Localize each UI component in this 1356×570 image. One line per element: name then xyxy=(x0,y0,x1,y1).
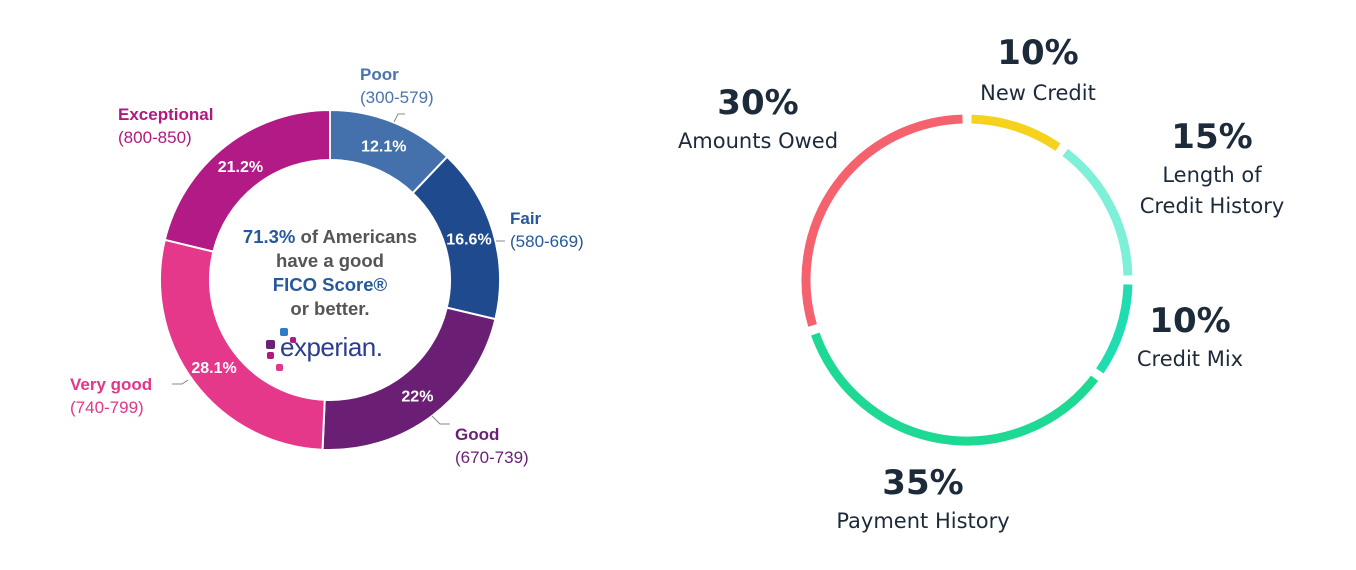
logo-dot-blue xyxy=(280,328,288,336)
factor-name-length-of-credit-history-line2: Credit History xyxy=(1140,194,1285,218)
logo-dot-purple xyxy=(266,340,275,349)
center-line4: or better. xyxy=(290,298,370,319)
slice-name-good: Good xyxy=(455,425,499,444)
logo-dot-magenta-2 xyxy=(267,352,274,359)
factor-percent-credit-mix: 10% xyxy=(1149,301,1230,341)
ring-arc-length-of-credit-history xyxy=(1062,148,1133,276)
logo-wordmark: experian. xyxy=(280,332,383,362)
factor-name-payment-history: Payment History xyxy=(836,509,1009,533)
slice-range-fair: (580-669) xyxy=(510,232,584,251)
factor-percent-length-of-credit-history: 15% xyxy=(1171,117,1252,157)
slice-name-exceptional: Exceptional xyxy=(118,105,213,124)
slice-percent-exceptional: 21.2% xyxy=(218,159,263,176)
center-line1: of Americans xyxy=(295,226,418,247)
ring-arc-new-credit xyxy=(971,114,1061,151)
factor-name-amounts-owed: Amounts Owed xyxy=(678,129,838,153)
slice-percent-very-good: 28.1% xyxy=(191,360,236,377)
slice-name-poor: Poor xyxy=(360,65,399,84)
factor-percent-new-credit: 10% xyxy=(997,33,1078,73)
donut-slice-exceptional xyxy=(163,108,331,253)
factor-name-credit-mix: Credit Mix xyxy=(1137,347,1243,371)
center-line3: FICO Score® xyxy=(272,274,388,295)
factor-percent-payment-history: 35% xyxy=(882,463,963,503)
factor-name-new-credit: New Credit xyxy=(980,81,1096,105)
slice-name-very-good: Very good xyxy=(70,375,152,394)
center-line2: have a good xyxy=(276,250,384,271)
logo-dot-magenta xyxy=(290,337,296,343)
center-highlight: 71.3% xyxy=(242,226,296,247)
factor-name-length-of-credit-history-line1: Length of xyxy=(1162,163,1262,187)
logo-dot-pink xyxy=(276,364,283,371)
fico-distribution-donut-chart: 12.1% Poor (300-579) 16.6% Fair (580-669) 22% G… xyxy=(70,65,584,467)
slice-range-exceptional: (800-850) xyxy=(118,128,192,147)
slice-range-very-good: (740-799) xyxy=(70,398,144,417)
slice-name-fair: Fair xyxy=(510,209,542,228)
leader-line-poor xyxy=(393,113,405,123)
ring-arc-payment-history xyxy=(811,332,1099,446)
leader-line-very-good xyxy=(172,379,189,385)
credit-factors-ring-chart: 10% New Credit 15% Length of Credit History 1… xyxy=(678,33,1285,533)
slice-percent-poor: 12.1% xyxy=(361,138,406,155)
slice-percent-fair: 16.6% xyxy=(446,232,491,249)
experian-logo: experian. xyxy=(262,328,402,376)
donut-center-text: 71.3% of Americans have a good FICO Scor… xyxy=(210,225,450,321)
ring-arc-amounts-owed xyxy=(801,114,963,327)
leader-line-good xyxy=(431,415,450,425)
factor-percent-amounts-owed: 30% xyxy=(717,83,798,123)
slice-percent-good: 22% xyxy=(401,389,433,406)
slice-range-good: (670-739) xyxy=(455,448,529,467)
slice-range-poor: (300-579) xyxy=(360,88,434,107)
ring-arc-credit-mix xyxy=(1096,284,1133,374)
